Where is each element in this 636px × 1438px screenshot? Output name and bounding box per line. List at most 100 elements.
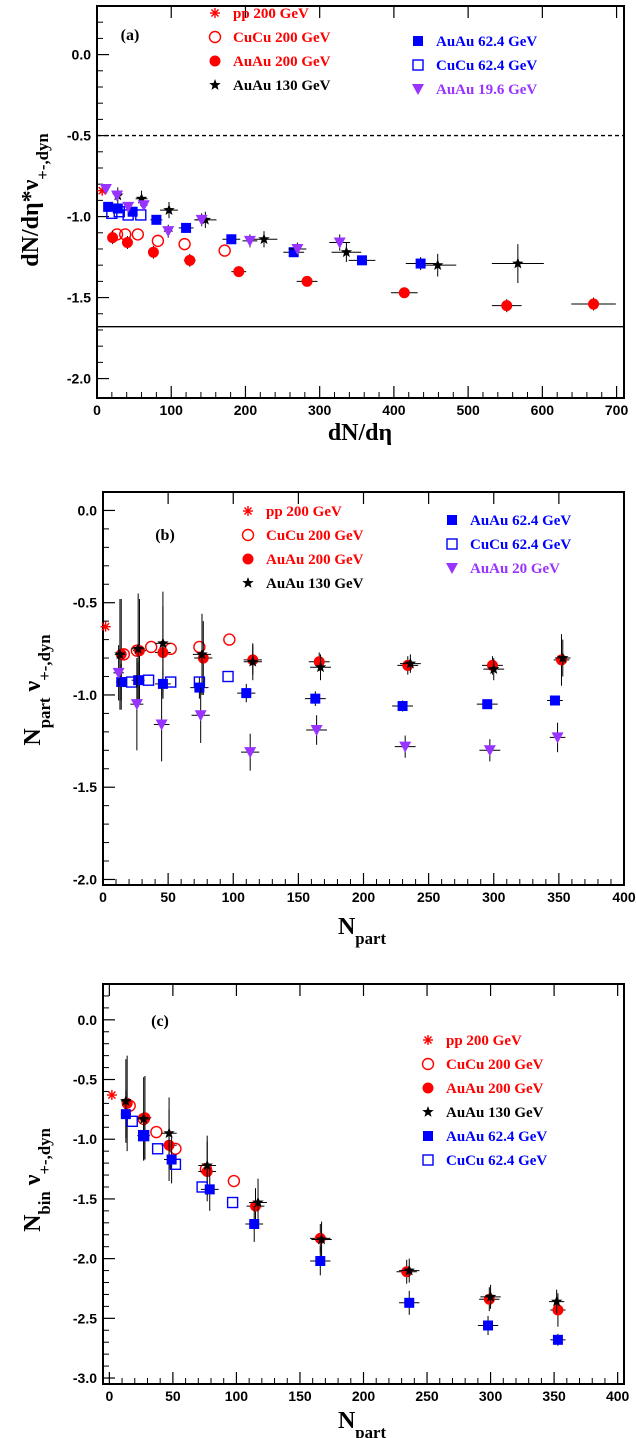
series-3 — [120, 1059, 565, 1314]
legend-entry: CuCu 62.4 GeV — [412, 58, 537, 74]
x-tick-label: 400 — [606, 1388, 630, 1404]
legend-label: AuAu 19.6 GeV — [436, 82, 537, 98]
x-tick-label: 50 — [160, 889, 176, 905]
y-tick-label: -0.5 — [73, 595, 97, 611]
legend-marker — [422, 1154, 434, 1166]
data-point — [315, 1256, 326, 1267]
x-tick-label: 150 — [288, 1388, 312, 1404]
data-point — [301, 275, 313, 287]
data-point — [133, 675, 144, 686]
data-point — [135, 192, 148, 204]
data-point — [121, 236, 133, 248]
legend-marker — [412, 84, 424, 95]
legend-entry: AuAu 130 GeV — [209, 78, 331, 94]
data-point — [241, 688, 252, 699]
x-tick-label: 350 — [542, 1388, 566, 1404]
series-6 — [99, 184, 351, 256]
data-point — [340, 246, 353, 258]
data-point — [137, 1129, 150, 1142]
legend-entry: CuCu 62.4 GeV — [446, 537, 571, 553]
x-tick-label: 200 — [352, 889, 376, 905]
legend-label: CuCu 200 GeV — [446, 1057, 544, 1073]
legend-marker — [242, 553, 254, 565]
legend-label: CuCu 200 GeV — [266, 528, 364, 544]
y-tick-label: -2.0 — [67, 371, 91, 387]
x-tick-label: 200 — [352, 1388, 376, 1404]
data-point — [333, 237, 346, 249]
series-5 — [126, 1115, 239, 1209]
series-2 — [115, 599, 570, 710]
legend-marker — [423, 1131, 433, 1141]
x-tick-label: 350 — [547, 889, 571, 905]
legend-label: AuAu 130 GeV — [446, 1105, 544, 1121]
data-point — [482, 699, 493, 710]
legend-marker — [422, 1082, 434, 1094]
data-point — [157, 678, 168, 689]
data-point — [100, 621, 111, 632]
data-point — [310, 693, 321, 704]
legend-marker — [446, 563, 458, 574]
panel-label: (c) — [151, 1013, 169, 1030]
data-point — [165, 676, 177, 688]
data-point — [398, 287, 410, 299]
legend-label: CuCu 200 GeV — [233, 30, 331, 46]
x-tick-label: 200 — [234, 402, 258, 418]
data-point — [501, 300, 513, 312]
data-point — [135, 209, 147, 221]
data-point — [222, 670, 234, 683]
data-point — [193, 676, 206, 688]
series-0 — [100, 621, 111, 632]
data-point — [163, 1127, 175, 1139]
data-point — [483, 745, 496, 757]
legend-marker — [242, 577, 254, 588]
data-point — [252, 1196, 264, 1208]
data-point — [112, 667, 125, 679]
panel-b: 0 50 100 150 200 250 300 350 400 -2.0 -1.5 -1.0 -0.5… — [20, 491, 636, 948]
legend-entry: AuAu 200 GeV — [209, 54, 331, 70]
data-point — [169, 1158, 182, 1170]
legend-label: CuCu 62.4 GeV — [436, 58, 537, 74]
data-point — [310, 725, 323, 737]
y-tick-label: -2.0 — [73, 871, 97, 887]
data-point — [291, 243, 304, 255]
x-axis-label: dN/dη — [328, 420, 392, 446]
data-point — [103, 201, 114, 212]
plot-frame — [102, 983, 625, 1385]
data-point — [204, 1184, 215, 1195]
data-point — [552, 1334, 563, 1345]
data-point — [550, 1295, 563, 1307]
legend-label: AuAu 20 GeV — [470, 561, 560, 577]
x-tick-label: 300 — [482, 889, 506, 905]
data-point — [483, 1320, 494, 1331]
legend-entry: AuAu 62.4 GeV — [447, 513, 571, 529]
data-point — [226, 234, 237, 245]
legend-entry: AuAu 62.4 GeV — [413, 34, 537, 50]
x-tick-label: 150 — [287, 889, 311, 905]
data-point — [131, 228, 145, 241]
legend-label: CuCu 62.4 GeV — [470, 537, 571, 553]
legend-label: AuAu 62.4 GeV — [470, 513, 571, 529]
legend-marker — [446, 538, 458, 550]
legend-label: AuAu 130 GeV — [266, 576, 364, 592]
data-point — [137, 200, 150, 212]
series-6 — [112, 645, 566, 771]
x-tick-label: 300 — [308, 402, 332, 418]
y-tick-label: -3.0 — [73, 1370, 97, 1386]
data-point — [196, 648, 208, 660]
data-point — [144, 640, 158, 654]
data-point — [151, 1143, 164, 1155]
legend-entry: pp 200 GeV — [423, 1033, 522, 1049]
legend-marker — [422, 1106, 434, 1117]
data-point — [488, 663, 500, 674]
x-tick-label: 0 — [99, 889, 107, 905]
y-tick-label: -1.5 — [67, 290, 91, 306]
x-tick-label: 0 — [93, 402, 101, 418]
data-point — [314, 661, 327, 673]
legend-label: AuAu 200 GeV — [446, 1081, 544, 1097]
data-point — [588, 298, 600, 310]
legend-marker — [210, 8, 220, 18]
legend-entry: CuCu 200 GeV — [208, 30, 331, 46]
data-point — [243, 235, 256, 247]
y-tick-label: -1.5 — [73, 779, 97, 795]
